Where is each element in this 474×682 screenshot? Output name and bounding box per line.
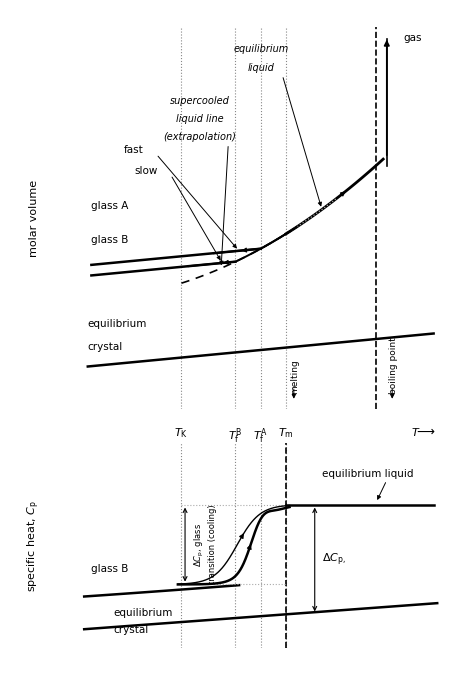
Text: boiling point: boiling point (389, 337, 398, 394)
Text: $\Delta C_{\mathrm{p}}$, glass
transition (cooling): $\Delta C_{\mathrm{p}}$, glass transitio… (193, 505, 217, 584)
Text: equilibrium: equilibrium (88, 319, 147, 329)
Text: glass B: glass B (91, 235, 129, 245)
Text: melting: melting (290, 359, 299, 394)
Text: $\Delta C_{\mathrm{p,}}$: $\Delta C_{\mathrm{p,}}$ (322, 551, 346, 567)
Text: equilibrium: equilibrium (233, 44, 288, 54)
Text: gas: gas (403, 33, 421, 43)
Text: $T_{\mathrm{K}}$: $T_{\mathrm{K}}$ (174, 426, 189, 440)
Text: glass B: glass B (91, 564, 129, 574)
Text: fast: fast (124, 145, 144, 155)
Text: liquid line: liquid line (176, 114, 223, 124)
Text: $T$: $T$ (411, 426, 420, 439)
Text: specific heat, $C_{\mathrm{p}}$: specific heat, $C_{\mathrm{p}}$ (26, 500, 42, 591)
Text: glass A: glass A (91, 201, 129, 211)
Text: slow: slow (135, 166, 158, 177)
Text: crystal: crystal (113, 625, 148, 634)
Text: molar volume: molar volume (29, 179, 39, 257)
Text: $T_{\mathrm{f}}^{\mathrm{B}}$: $T_{\mathrm{f}}^{\mathrm{B}}$ (228, 426, 243, 446)
Text: crystal: crystal (88, 342, 123, 352)
Text: equilibrium liquid: equilibrium liquid (322, 469, 413, 479)
Text: $\longrightarrow$: $\longrightarrow$ (414, 425, 436, 438)
Text: (extrapolation): (extrapolation) (163, 132, 236, 143)
Text: $T_{\mathrm{m}}$: $T_{\mathrm{m}}$ (278, 426, 294, 440)
Text: $T_{\mathrm{f}}^{\mathrm{A}}$: $T_{\mathrm{f}}^{\mathrm{A}}$ (253, 426, 268, 446)
Text: supercooled: supercooled (170, 95, 229, 106)
Text: equilibrium: equilibrium (113, 608, 173, 618)
Text: liquid: liquid (247, 63, 274, 73)
